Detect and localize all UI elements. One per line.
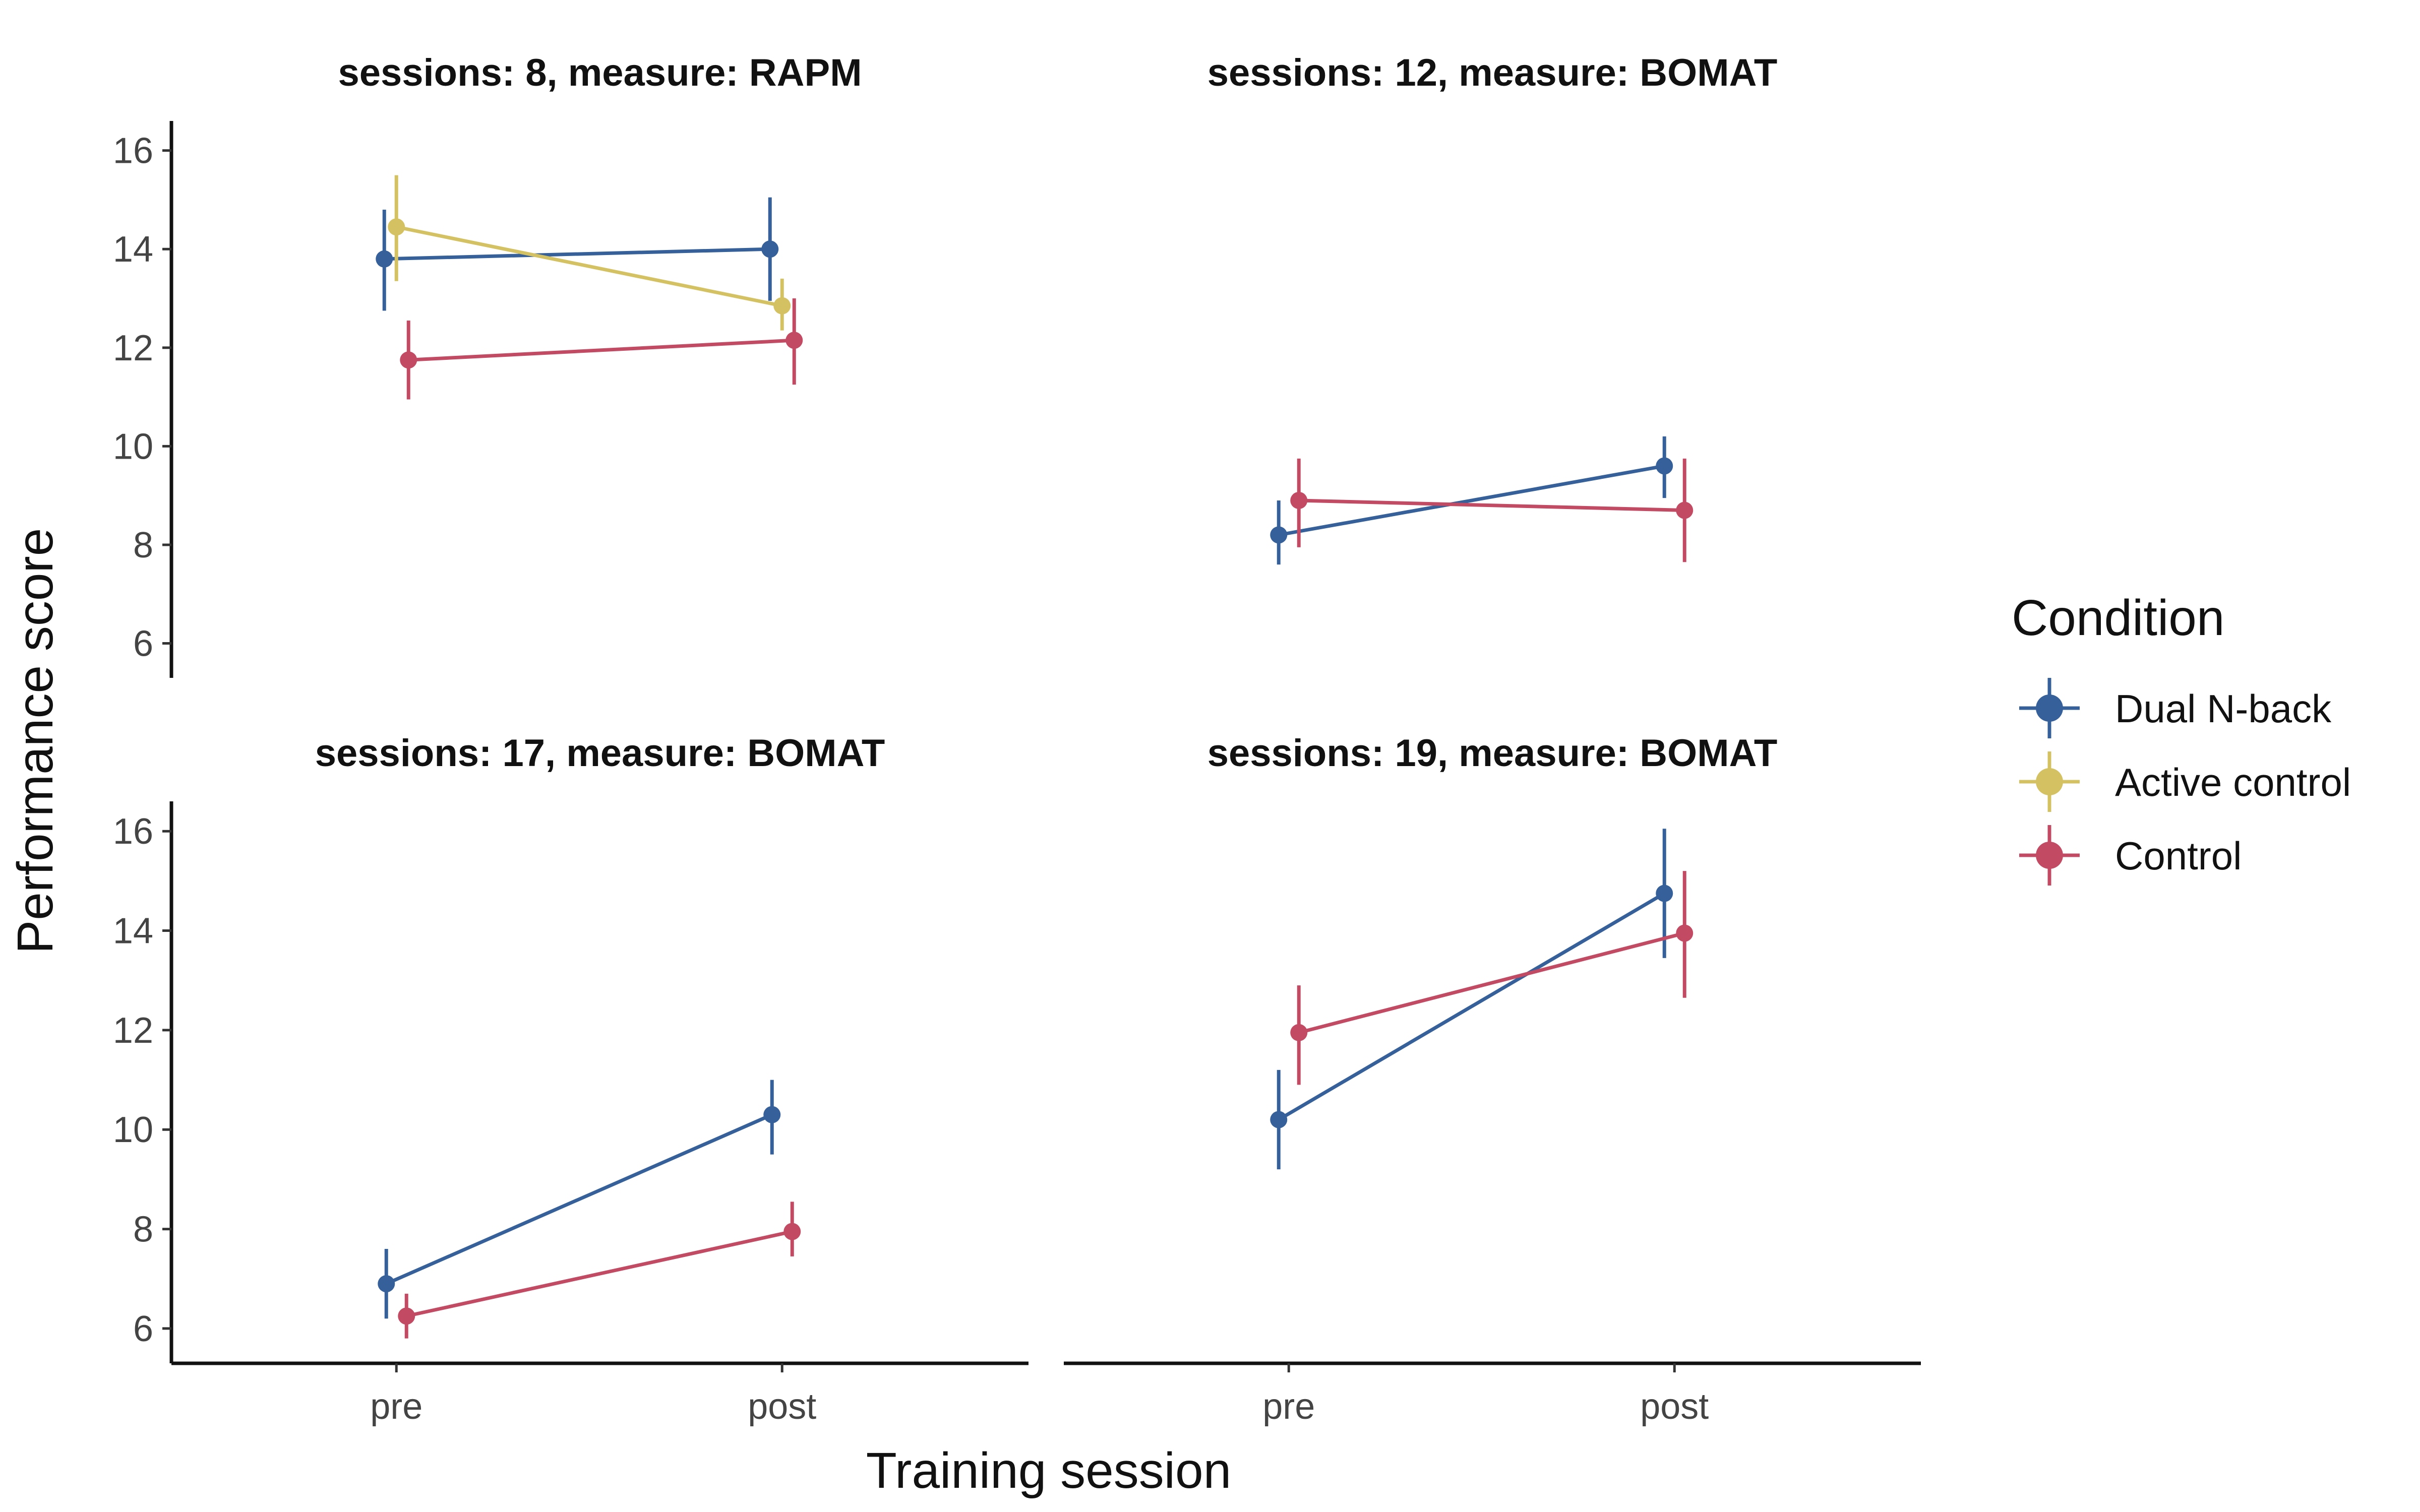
data-point (398, 1307, 415, 1325)
series-line (1299, 498, 1685, 513)
y-tick-label: 8 (133, 1210, 153, 1250)
legend-item-dual-n-back: Dual N-back (2019, 678, 2332, 738)
panels-layer: sessions: 8, measure: RAPM6810121416sess… (113, 51, 1921, 1427)
data-point (388, 218, 405, 236)
series-line (1278, 892, 1666, 1121)
legend-item-control: Control (2019, 825, 2242, 886)
y-tick-label: 12 (113, 328, 153, 368)
data-point (1676, 501, 1693, 519)
panel-1: sessions: 8, measure: RAPM 6 8 10 12 14 16 (113, 51, 862, 678)
y-tick-label: 6 (133, 1309, 153, 1349)
x-tick-label: pre (370, 1387, 422, 1427)
y-tick-label: 8 (133, 525, 153, 565)
y-tick-label: 10 (113, 426, 153, 467)
data-point (763, 1106, 781, 1123)
data-point (761, 240, 779, 258)
x-tick-label: pre (1262, 1387, 1315, 1427)
panel-title: sessions: 17, measure: BOMAT (315, 732, 885, 775)
panel-4: sessions: 19, measure: BOMAT pre post (1064, 732, 1921, 1427)
series-line (384, 247, 770, 261)
panel-title: sessions: 19, measure: BOMAT (1207, 732, 1778, 775)
x-tick-label: post (1640, 1387, 1709, 1427)
data-point (1290, 1024, 1308, 1041)
y-tick-label: 16 (113, 131, 153, 171)
legend-key-point (2036, 695, 2063, 722)
legend-title: Condition (2012, 590, 2225, 646)
series-line (396, 225, 782, 308)
series-active-control (388, 175, 791, 331)
panel-title: sessions: 12, measure: BOMAT (1207, 51, 1778, 94)
series-dual-n-back (1270, 829, 1673, 1170)
data-point (1656, 457, 1673, 475)
y-tick-label: 12 (113, 1011, 153, 1051)
data-point (1676, 924, 1693, 942)
series-line (1278, 464, 1665, 537)
series-line (408, 338, 795, 362)
data-point (376, 250, 393, 268)
legend-item-active-control: Active control (2019, 751, 2351, 812)
data-point (785, 332, 803, 349)
y-tick-label: 14 (113, 229, 153, 270)
series-dual-n-back (378, 1080, 781, 1319)
series-control (1290, 458, 1693, 562)
y-tick-label: 16 (113, 811, 153, 852)
legend-label: Control (2115, 834, 2242, 878)
series-dual-n-back (376, 197, 779, 311)
data-point (1270, 526, 1288, 544)
series-control (398, 1202, 801, 1339)
data-point (1656, 885, 1673, 902)
x-axis-title: Training session (866, 1442, 1231, 1499)
legend-key-point (2036, 842, 2063, 869)
series-control (1290, 871, 1693, 1085)
legend-label: Dual N-back (2115, 686, 2332, 731)
y-tick-label: 14 (113, 911, 153, 952)
panel-title: sessions: 8, measure: RAPM (338, 51, 862, 94)
y-axis-title: Performance score (7, 528, 64, 954)
series-dual-n-back (1270, 436, 1673, 565)
series-line (1298, 931, 1685, 1035)
panel-3: sessions: 17, measure: BOMAT 6 8 10 12 14 16 pr… (113, 732, 1028, 1427)
data-point (1290, 491, 1308, 509)
panel-2: sessions: 12, measure: BOMAT (1207, 51, 1778, 565)
series-line (406, 1230, 793, 1318)
data-point (783, 1223, 801, 1240)
series-line (385, 1113, 773, 1286)
data-point (400, 351, 417, 369)
data-point (378, 1275, 395, 1293)
x-tick-label: post (748, 1387, 816, 1427)
data-point (1270, 1111, 1288, 1128)
legend-key-point (2036, 768, 2063, 795)
legend-label: Active control (2115, 760, 2351, 804)
legend-entries: Dual N-back Active control Control (2019, 678, 2351, 886)
y-tick-label: 6 (133, 624, 153, 664)
series-control (400, 298, 803, 400)
y-tick-label: 10 (113, 1110, 153, 1150)
legend: Condition Dual N-back Active control Contr… (2012, 590, 2351, 886)
data-point (773, 297, 791, 314)
